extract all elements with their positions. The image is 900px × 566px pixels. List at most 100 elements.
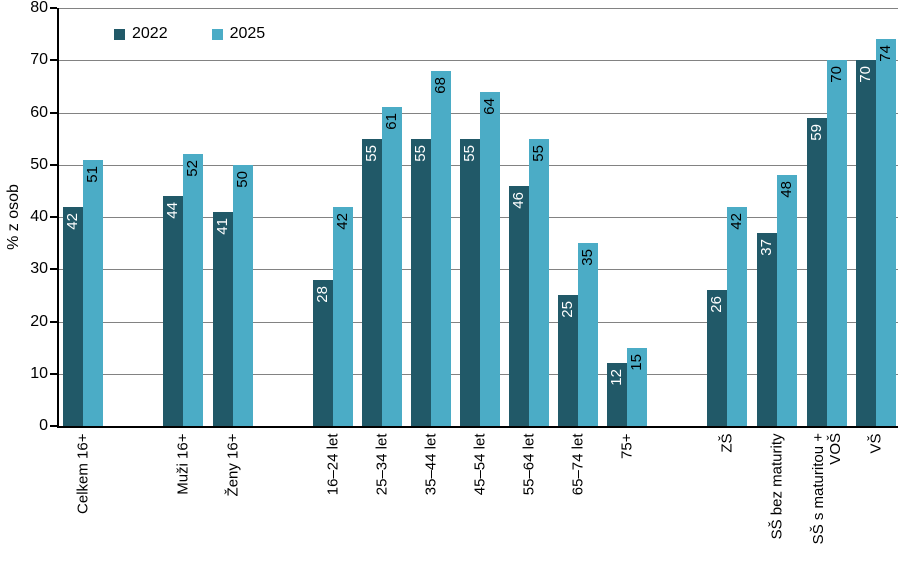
bar-value-label: 50 bbox=[234, 170, 251, 188]
bar-value-label: 74 bbox=[877, 45, 894, 62]
x-category-label: 35–44 let bbox=[422, 433, 440, 496]
bar-2025: 42 bbox=[333, 206, 353, 426]
bar-value-label: 52 bbox=[184, 160, 201, 177]
bar-2022: 42 bbox=[63, 206, 83, 426]
bar-pair: 26 42 bbox=[707, 206, 747, 426]
legend-swatch-icon bbox=[211, 28, 223, 40]
x-category-label: Ženy 16+ bbox=[224, 433, 242, 497]
bar-pair: 41 50 bbox=[213, 164, 253, 426]
bar-pair: 59 70 bbox=[807, 60, 847, 426]
bar-pair: 42 51 bbox=[63, 159, 103, 426]
y-tick-mark bbox=[50, 216, 57, 218]
gridline bbox=[57, 113, 898, 114]
y-tick-label: 0 bbox=[39, 417, 48, 434]
bar-pair: 44 52 bbox=[163, 154, 203, 426]
bar-value-label: 55 bbox=[363, 144, 380, 162]
y-tick-label: 20 bbox=[30, 313, 48, 330]
bar-value-label: 59 bbox=[808, 123, 825, 141]
bar-value-label: 25 bbox=[559, 301, 576, 319]
legend-label: 2025 bbox=[229, 25, 266, 42]
bar-2025: 52 bbox=[183, 154, 203, 426]
y-tick-label: 70 bbox=[30, 51, 48, 68]
bar-value-label: 48 bbox=[778, 181, 795, 198]
bar-pair: 28 42 bbox=[313, 206, 353, 426]
bar-2025: 74 bbox=[876, 39, 896, 426]
bar-value-label: 55 bbox=[412, 144, 429, 162]
bar-value-label: 26 bbox=[708, 296, 725, 313]
bar-value-label: 12 bbox=[608, 369, 625, 386]
bar-pair: 55 61 bbox=[362, 107, 402, 426]
bar-2022: 70 bbox=[856, 60, 876, 426]
bar-value-label: 55 bbox=[530, 144, 547, 162]
gridline bbox=[57, 8, 898, 9]
bar-value-label: 41 bbox=[214, 217, 231, 235]
bar-value-label: 15 bbox=[628, 353, 645, 371]
bar-2025: 42 bbox=[727, 206, 747, 426]
legend-item-2022: 2022 bbox=[114, 25, 168, 43]
bar-pair: 55 64 bbox=[460, 91, 500, 426]
bar-2022: 55 bbox=[460, 138, 480, 426]
x-category-label: Celkem 16+ bbox=[74, 433, 92, 514]
x-category-label: SŠ s maturitou + VOŠ bbox=[810, 433, 844, 545]
y-axis-line bbox=[57, 8, 59, 426]
bar-pair: 55 68 bbox=[411, 70, 451, 426]
x-category-label: ZŠ bbox=[718, 433, 736, 453]
bar-value-label: 35 bbox=[579, 249, 596, 266]
bar-2025: 50 bbox=[233, 164, 253, 426]
bar-value-label: 42 bbox=[64, 212, 81, 230]
x-category-label: SŠ bez maturity bbox=[768, 433, 786, 540]
bar-value-label: 51 bbox=[84, 165, 101, 183]
y-tick-label: 60 bbox=[30, 104, 48, 121]
legend-label: 2022 bbox=[132, 25, 168, 42]
bar-value-label: 28 bbox=[314, 285, 331, 303]
y-tick-label: 50 bbox=[30, 156, 48, 173]
y-tick-mark bbox=[50, 321, 57, 323]
bar-2022: 59 bbox=[807, 117, 827, 426]
bar-2025: 48 bbox=[777, 175, 797, 426]
x-axis-line bbox=[57, 426, 898, 428]
bar-value-label: 42 bbox=[728, 212, 745, 230]
y-tick-mark bbox=[50, 268, 57, 270]
legend-swatch-icon bbox=[114, 28, 125, 40]
bar-2025: 51 bbox=[83, 159, 103, 426]
y-tick-label: 10 bbox=[30, 365, 48, 382]
bar-2022: 46 bbox=[509, 185, 529, 426]
bar-2025: 15 bbox=[627, 347, 647, 426]
x-category-label: Muži 16+ bbox=[174, 433, 192, 495]
bar-2022: 37 bbox=[757, 232, 777, 426]
bar-pair: 25 35 bbox=[558, 243, 598, 426]
bar-2025: 68 bbox=[431, 70, 451, 426]
bar-2025: 64 bbox=[480, 91, 500, 426]
x-category-label: 75+ bbox=[618, 433, 636, 459]
bar-2022: 26 bbox=[707, 290, 727, 426]
bar-2022: 55 bbox=[411, 138, 431, 426]
y-tick-label: 30 bbox=[30, 260, 48, 277]
bar-value-label: 55 bbox=[461, 144, 478, 162]
legend-item-2025: 2025 bbox=[211, 25, 266, 43]
bar-2025: 70 bbox=[827, 60, 847, 426]
bar-value-label: 44 bbox=[164, 202, 181, 219]
bar-2022: 12 bbox=[607, 363, 627, 426]
bar-value-label: 46 bbox=[510, 191, 527, 209]
bar-pair: 12 15 bbox=[607, 347, 647, 426]
bar-pair: 37 48 bbox=[757, 175, 797, 426]
x-category-label: 55–64 let bbox=[520, 433, 538, 496]
bar-2022: 28 bbox=[313, 279, 333, 426]
legend: 2022 2025 bbox=[114, 25, 265, 43]
bar-2022: 55 bbox=[362, 138, 382, 426]
bar-2025: 61 bbox=[382, 107, 402, 426]
bar-value-label: 68 bbox=[432, 76, 449, 94]
y-tick-label: 40 bbox=[30, 208, 48, 225]
bar-2025: 55 bbox=[529, 138, 549, 426]
bar-2025: 35 bbox=[578, 243, 598, 426]
bar-value-label: 61 bbox=[383, 113, 400, 130]
bar-pair: 70 74 bbox=[856, 39, 896, 426]
x-category-label: 65–74 let bbox=[569, 433, 587, 496]
y-tick-mark bbox=[50, 7, 57, 9]
y-tick-mark bbox=[50, 59, 57, 61]
bar-2022: 25 bbox=[558, 295, 578, 426]
x-category-label: 25–34 let bbox=[373, 433, 391, 496]
bar-2022: 41 bbox=[213, 211, 233, 426]
bar-value-label: 37 bbox=[758, 238, 775, 256]
